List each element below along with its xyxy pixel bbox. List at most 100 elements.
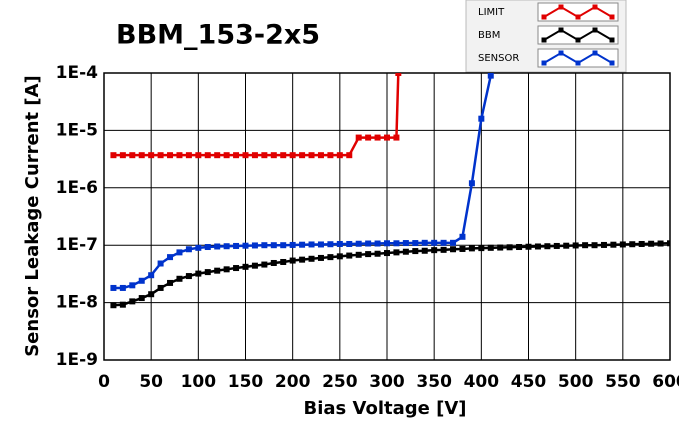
x-tick-label: 350 <box>416 372 452 392</box>
data-point <box>487 244 494 251</box>
data-point <box>251 242 258 249</box>
data-point <box>110 284 117 291</box>
x-tick-label: 400 <box>464 372 500 392</box>
legend-marker <box>592 27 598 33</box>
data-point <box>516 244 523 251</box>
data-point <box>148 291 155 298</box>
data-point <box>233 242 240 249</box>
plot-series <box>110 73 670 309</box>
data-point <box>129 298 136 305</box>
y-tick-label: 1E-6 <box>56 178 98 198</box>
data-point <box>242 242 249 249</box>
x-tick-label: 100 <box>181 372 217 392</box>
data-point <box>384 240 390 247</box>
data-point <box>299 241 306 248</box>
data-point <box>487 73 494 79</box>
data-point <box>317 241 324 248</box>
data-point <box>317 254 324 261</box>
data-point <box>544 243 551 250</box>
data-point <box>176 275 183 282</box>
legend-marker <box>575 60 581 66</box>
data-point <box>138 152 145 159</box>
data-point <box>223 152 230 159</box>
data-point <box>395 73 402 76</box>
data-point <box>289 241 296 248</box>
data-point <box>157 260 164 267</box>
data-point <box>450 239 457 246</box>
data-point <box>431 239 438 246</box>
x-tick-label: 150 <box>228 372 264 392</box>
data-point <box>384 250 390 257</box>
legend-marker <box>541 37 547 43</box>
y-tick-label: 1E-9 <box>56 350 98 370</box>
data-point <box>374 134 381 141</box>
legend-swatch-box <box>537 48 619 68</box>
x-tick-label: 0 <box>98 372 110 392</box>
data-point <box>176 249 183 256</box>
data-point <box>506 244 513 251</box>
legend-marker <box>592 4 598 10</box>
legend-label: SENSOR <box>478 53 519 64</box>
legend-marker <box>541 14 547 20</box>
data-point <box>412 248 419 255</box>
data-point <box>553 242 560 249</box>
data-point <box>129 152 136 159</box>
data-point <box>336 152 343 159</box>
y-tick-label: 1E-8 <box>56 293 98 313</box>
data-point <box>195 244 202 251</box>
data-point <box>251 262 258 269</box>
data-point <box>355 134 362 141</box>
data-point <box>431 247 438 254</box>
data-point <box>355 251 362 258</box>
x-tick-label: 450 <box>511 372 547 392</box>
data-point <box>468 180 475 187</box>
data-point <box>167 254 174 261</box>
data-point <box>327 152 334 159</box>
legend-marker <box>558 27 564 33</box>
data-point <box>440 246 447 253</box>
legend-marker <box>609 60 615 66</box>
data-point <box>270 152 277 159</box>
data-point <box>280 152 287 159</box>
data-point <box>299 256 306 263</box>
data-point <box>110 302 117 309</box>
data-point <box>148 272 155 279</box>
data-point <box>346 152 353 159</box>
data-point <box>129 282 136 289</box>
chart-title: BBM_153-2x5 <box>116 20 320 51</box>
legend-marker <box>592 50 598 56</box>
legend-marker <box>558 50 564 56</box>
data-point <box>459 245 466 252</box>
data-point <box>478 115 485 122</box>
data-point <box>167 279 174 286</box>
data-point <box>270 242 277 249</box>
data-point <box>619 241 626 248</box>
legend-marker <box>558 4 564 10</box>
data-point <box>478 245 485 252</box>
data-point <box>251 152 258 159</box>
data-point <box>393 134 400 141</box>
data-point <box>119 152 126 159</box>
legend-swatch-box <box>537 25 619 45</box>
data-point <box>242 152 249 159</box>
data-point <box>336 253 343 260</box>
data-point <box>374 250 381 257</box>
data-point <box>412 240 419 247</box>
data-point <box>119 301 126 308</box>
data-point <box>185 273 192 280</box>
data-point <box>374 240 381 247</box>
data-point <box>421 247 428 254</box>
y-tick-label: 1E-4 <box>56 63 98 83</box>
data-point <box>176 152 183 159</box>
legend-marker <box>609 14 615 20</box>
data-point <box>167 152 174 159</box>
data-point <box>497 244 504 251</box>
data-point <box>280 242 287 249</box>
data-point <box>336 240 343 247</box>
data-point <box>204 152 211 159</box>
data-point <box>440 239 447 246</box>
data-point <box>355 240 362 247</box>
x-tick-label: 250 <box>322 372 358 392</box>
data-point <box>402 248 409 255</box>
